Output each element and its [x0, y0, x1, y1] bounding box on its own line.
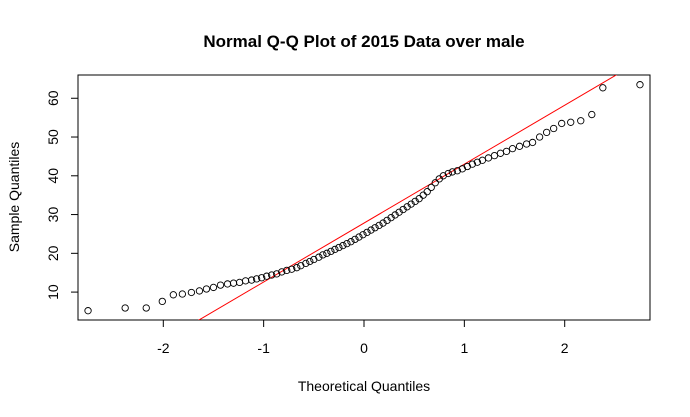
- y-tick-label: 10: [45, 284, 61, 300]
- data-point: [247, 276, 256, 284]
- data-point: [121, 304, 129, 312]
- data-point: [216, 281, 225, 289]
- data-point: [331, 245, 339, 254]
- data-point: [542, 128, 551, 137]
- data-point: [636, 81, 644, 89]
- y-axis-label: Sample Quantiles: [6, 142, 22, 253]
- x-axis: -2 -1 0 1 2: [157, 319, 569, 356]
- data-point: [515, 142, 524, 150]
- data-point: [257, 274, 266, 282]
- x-tick-label: -2: [157, 340, 170, 356]
- data-point: [577, 117, 585, 125]
- data-point: [315, 253, 323, 261]
- data-point: [84, 307, 92, 315]
- y-tick-label: 60: [45, 90, 61, 106]
- data-point: [588, 110, 596, 119]
- data-point: [343, 239, 351, 248]
- data-point: [468, 160, 477, 168]
- data-point: [367, 226, 375, 234]
- data-point: [268, 271, 276, 279]
- data-point: [195, 287, 204, 295]
- data-point: [293, 264, 301, 272]
- data-point: [169, 291, 177, 299]
- data-point: [288, 265, 296, 273]
- data-point: [567, 118, 575, 126]
- data-point: [339, 241, 347, 250]
- data-point: [355, 233, 363, 241]
- data-point: [302, 259, 310, 268]
- data-point: [283, 266, 291, 275]
- data-point: [323, 249, 331, 257]
- data-point: [158, 297, 166, 306]
- y-tick-label: 50: [45, 129, 61, 145]
- data-point: [241, 277, 250, 285]
- chart-title: Normal Q-Q Plot of 2015 Data over male: [203, 32, 524, 51]
- data-point: [558, 119, 566, 128]
- data-point: [444, 169, 452, 178]
- y-tick-label: 20: [45, 245, 61, 261]
- data-point: [273, 270, 281, 278]
- data-point: [223, 280, 232, 288]
- x-tick-label: 0: [360, 340, 368, 356]
- data-point: [235, 278, 244, 287]
- data-point: [306, 257, 314, 266]
- data-point: [359, 231, 367, 239]
- y-tick-label: 30: [45, 207, 61, 223]
- reference-line: [197, 75, 618, 320]
- data-point: [178, 290, 187, 298]
- x-axis-label: Theoretical Quantiles: [298, 378, 430, 394]
- data-point: [473, 158, 482, 166]
- plot-frame: [77, 74, 651, 321]
- data-point: [599, 84, 607, 92]
- data-point: [187, 288, 196, 297]
- data-point: [490, 151, 499, 160]
- data-point: [508, 145, 517, 153]
- data-point: [371, 224, 379, 232]
- y-axis: 10 20 30 40 50 60: [45, 90, 79, 300]
- data-point: [453, 167, 461, 175]
- data-point: [278, 268, 286, 276]
- data-point: [431, 179, 439, 187]
- data-point: [351, 235, 359, 244]
- data-point: [528, 138, 537, 147]
- data-point: [229, 279, 238, 287]
- data-point: [484, 154, 493, 162]
- data-point: [427, 183, 435, 192]
- data-point: [202, 285, 211, 293]
- data-point: [142, 304, 150, 312]
- data-point: [347, 238, 355, 246]
- data-point: [496, 149, 505, 157]
- x-tick-label: 2: [561, 340, 569, 356]
- data-point: [448, 168, 456, 176]
- data-point: [419, 191, 427, 199]
- x-tick-label: -1: [257, 340, 270, 356]
- data-point: [319, 251, 327, 259]
- data-point: [522, 140, 531, 148]
- data-point: [502, 147, 511, 156]
- data-point: [375, 221, 383, 230]
- data-point: [252, 275, 261, 283]
- y-tick-label: 40: [45, 168, 61, 184]
- plot-area: [84, 75, 644, 320]
- data-point: [327, 247, 335, 256]
- x-tick-label: 1: [460, 340, 468, 356]
- data-point: [478, 156, 487, 164]
- data-point: [535, 133, 544, 141]
- data-point: [263, 272, 271, 280]
- data-point: [335, 243, 343, 252]
- data-point: [209, 283, 218, 292]
- data-point: [550, 124, 558, 133]
- data-point: [363, 228, 371, 237]
- data-point: [423, 188, 431, 196]
